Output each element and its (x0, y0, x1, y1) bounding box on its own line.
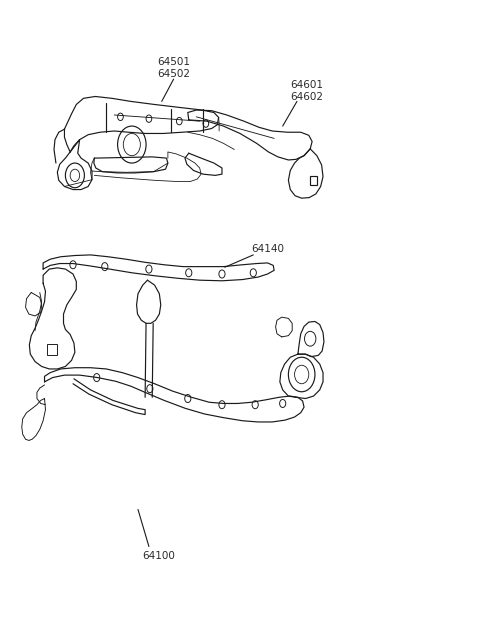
Bar (47, 345, 57, 355)
Text: 64140: 64140 (251, 244, 284, 254)
Bar (310, 176, 317, 185)
Text: 64100: 64100 (142, 550, 175, 560)
Text: 64501
64502: 64501 64502 (157, 57, 190, 78)
Text: 64601
64602: 64601 64602 (290, 80, 323, 102)
